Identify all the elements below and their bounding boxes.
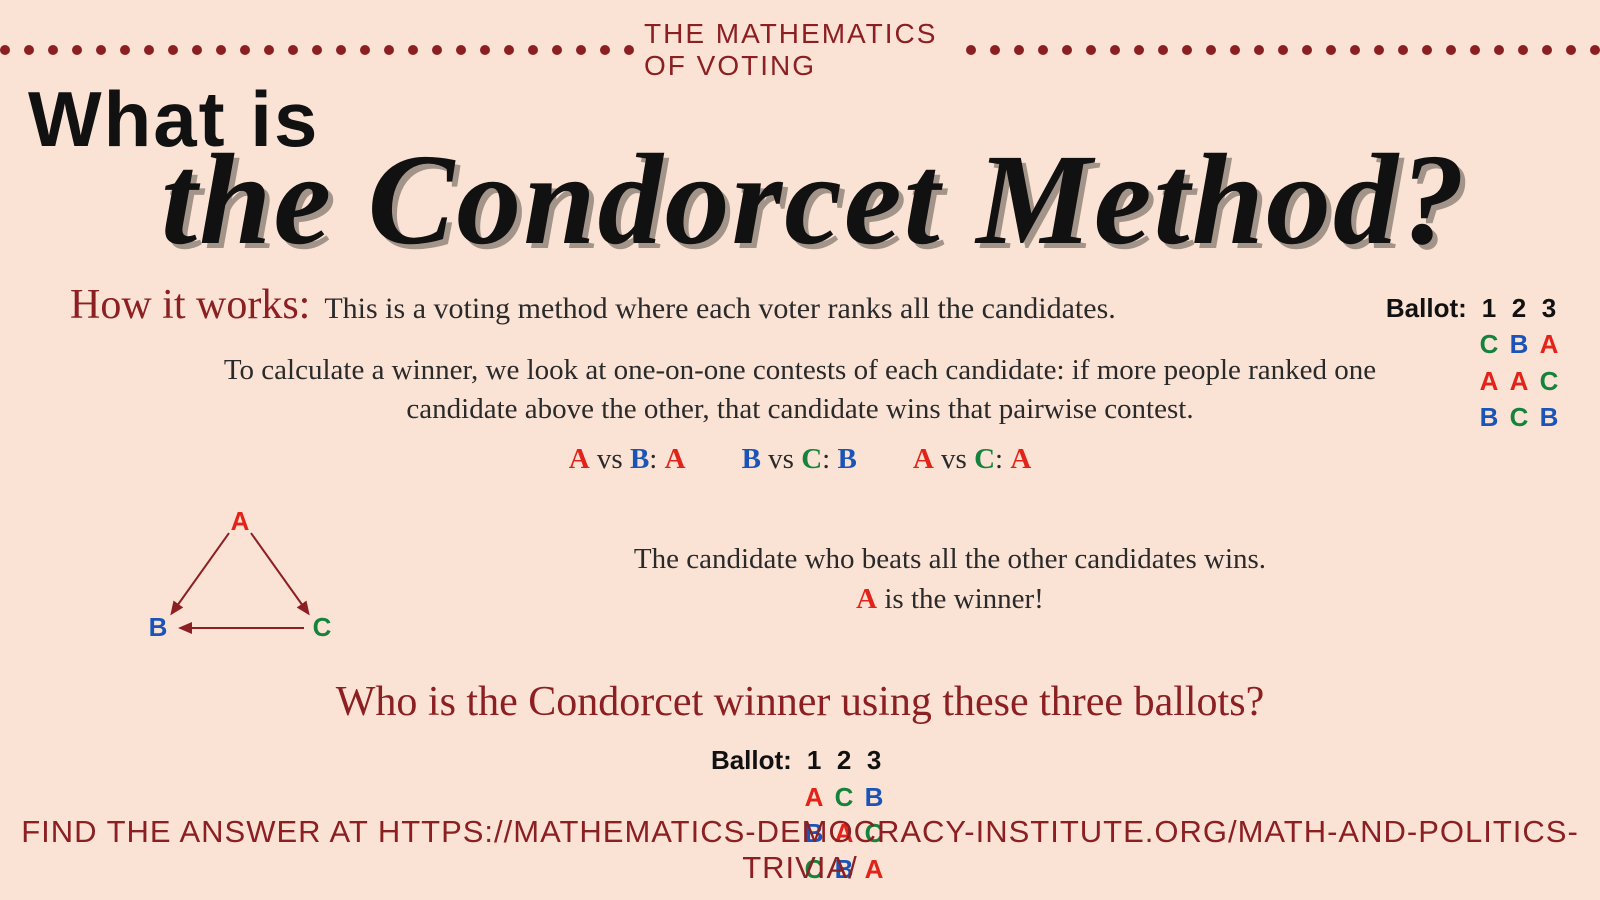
title-block: What is the Condorcet Method? — [0, 74, 1600, 275]
how-desc1: This is a voting method where each voter… — [324, 292, 1115, 326]
header: THE MATHEMATICS OF VOTING — [0, 0, 1600, 82]
svg-text:C: C — [313, 612, 332, 642]
pairwise-contests: A vs B: AB vs C: BA vs C: A — [70, 443, 1530, 476]
triangle-diagram: A B C — [130, 500, 350, 658]
content: How it works: This is a voting method wh… — [0, 281, 1600, 888]
winner-letter: A — [856, 583, 877, 615]
question-text: Who is the Condorcet winner using these … — [70, 678, 1530, 726]
title-line2: the Condorcet Method? — [28, 125, 1600, 275]
winner-line2: A is the winner! — [370, 579, 1530, 620]
how-label: How it works: — [70, 281, 310, 329]
triangle-svg: A B C — [130, 500, 350, 650]
mid-row: A B C The candidate who beats all the othe… — [70, 500, 1530, 658]
svg-text:B: B — [149, 612, 168, 642]
footer-text: FIND THE ANSWER AT HTTPS://MATHEMATICS-D… — [0, 814, 1600, 886]
how-desc2: To calculate a winner, we look at one-on… — [200, 351, 1400, 429]
eyebrow-text: THE MATHEMATICS OF VOTING — [644, 18, 956, 82]
ballot-example-table: Ballot: 123Ballot: CBABallot: AACBallot:… — [1386, 290, 1564, 436]
winner-text: The candidate who beats all the other ca… — [370, 539, 1530, 620]
winner-line1: The candidate who beats all the other ca… — [370, 539, 1530, 580]
dots-right — [966, 45, 1600, 55]
svg-text:A: A — [231, 506, 250, 536]
how-row: How it works: This is a voting method wh… — [70, 281, 1530, 329]
dots-left — [0, 45, 634, 55]
